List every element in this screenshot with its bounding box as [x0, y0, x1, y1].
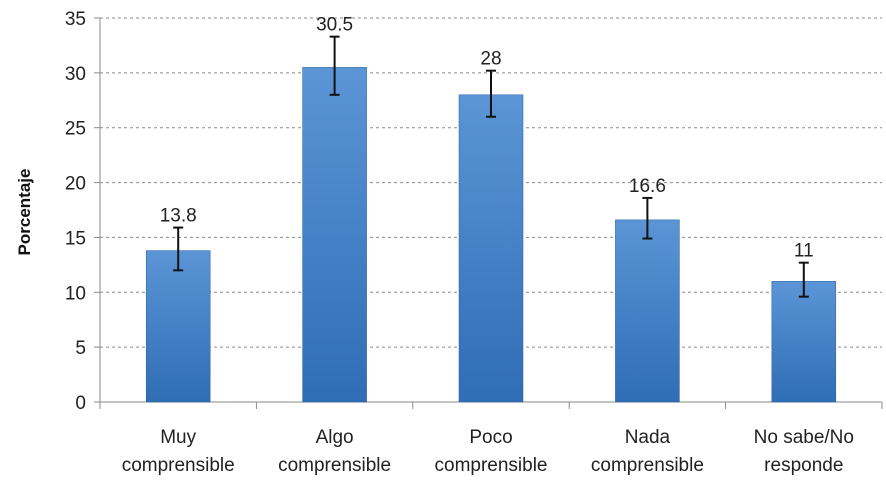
x-category-label: comprensible	[591, 455, 704, 476]
x-category-label: Nada	[625, 427, 671, 448]
x-category-label: responde	[764, 455, 843, 476]
x-category-label: Muy	[160, 427, 196, 448]
bar	[302, 67, 367, 403]
data-label: 11	[794, 241, 814, 262]
data-label: 28	[480, 49, 501, 70]
y-tick-label: 20	[65, 174, 86, 195]
y-tick-label: 35	[65, 9, 86, 30]
error-bars	[173, 35, 809, 298]
data-label: 13.8	[160, 206, 197, 227]
y-tick-label: 30	[65, 64, 86, 85]
x-category-label: comprensible	[278, 455, 391, 476]
labels: 0 5 10 15 20 25 30 35 13.8 Muy comprensible 30.5 Alg…	[65, 9, 854, 476]
x-category-label: No sabe/No	[754, 427, 854, 448]
x-category-label: comprensible	[435, 455, 548, 476]
y-axis-title: Porcentaje	[15, 169, 34, 256]
x-category-label: Algo	[316, 427, 354, 448]
bars	[145, 67, 837, 403]
y-tick-label: 5	[75, 338, 86, 359]
bar	[458, 94, 524, 403]
y-tick-label: 15	[65, 228, 86, 249]
data-label: 16.6	[629, 176, 666, 197]
bar	[615, 219, 680, 403]
bar	[771, 281, 837, 403]
y-tick-label: 0	[75, 393, 86, 414]
data-label: 30.5	[316, 15, 353, 36]
x-category-label: comprensible	[122, 455, 235, 476]
y-tick-label: 10	[65, 283, 86, 304]
bar	[145, 250, 211, 403]
y-tick-label: 25	[65, 119, 86, 140]
x-category-label: Poco	[469, 427, 512, 448]
